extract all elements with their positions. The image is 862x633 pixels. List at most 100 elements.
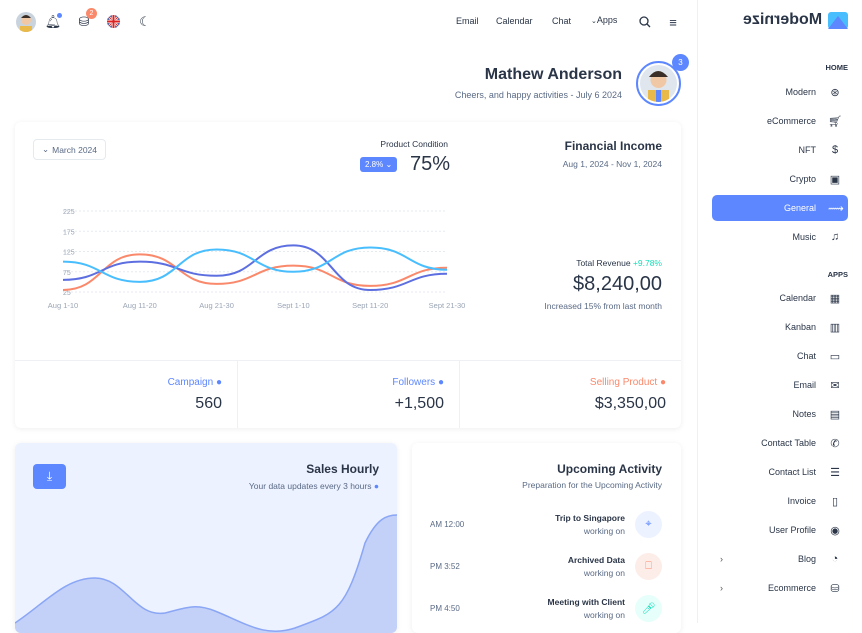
sidebar-item-kanban[interactable]: Kanban ▥ [712, 314, 848, 340]
total-revenue-text: Total Revenue [576, 258, 631, 268]
income-line-chart: 25 75 125 175 225 Aug 1-10 Aug 11-20 Aug 21-30 S… [48, 209, 465, 310]
stat-label: Campaign ● [168, 377, 222, 388]
month-select[interactable]: ⌄ March 2024 [33, 139, 107, 160]
sales-subtitle-text: Your data updates every 3 hours [248, 481, 372, 491]
sidebar-item-music[interactable]: Music ♫ [712, 224, 848, 250]
total-revenue-change: +9.78% [632, 258, 662, 268]
y-tick-label: 175 [63, 229, 75, 236]
activity-status: working on [583, 610, 625, 620]
change-pill[interactable]: 2.8% ⌄ [360, 157, 398, 172]
uk-flag-icon[interactable] [107, 15, 120, 28]
chart-donut-icon: ◔ [831, 553, 839, 565]
sidebar-item-label: Chat [796, 351, 816, 361]
message-icon: ▭ [829, 350, 841, 363]
section-home: HOME [825, 63, 849, 72]
stat-label-text: Followers [392, 377, 436, 388]
condition-value: 75% [410, 153, 451, 175]
nav-email[interactable]: Email [456, 16, 479, 26]
menu-icon[interactable]: ≡ [669, 14, 677, 30]
nav-calendar[interactable]: Calendar [496, 16, 533, 26]
basket-icon[interactable]: ⛁ 2 [76, 8, 97, 30]
sidebar: Modernize HOME APPS Modern ⊛ eCommerce 🛒︎ NF… [697, 0, 862, 623]
sidebar-item-label: Notes [792, 409, 816, 419]
sidebar-item-notes[interactable]: Notes ▤ [712, 401, 848, 427]
revenue-note: Increased 15% from last month [544, 301, 662, 311]
search-icon[interactable] [638, 14, 652, 30]
activity-item[interactable]: PM 4:50 Meeting with Client working on 🎤︎ [412, 589, 681, 629]
dollar-icon: $ [831, 144, 839, 156]
product-condition-label: Product Condition [380, 139, 448, 149]
sidebar-item-calendar[interactable]: Calendar ▦ [712, 285, 848, 311]
chevron-right-icon: › [720, 583, 723, 593]
aperture-icon: ⊛ [830, 86, 840, 99]
sidebar-item-ecommerce[interactable]: › Ecommerce ⛁ [712, 575, 848, 601]
stat-value: $3,350,00 [594, 395, 666, 412]
x-tick-label: Aug 11-20 [123, 301, 157, 310]
stat-value: +1,500 [394, 395, 444, 412]
download-button[interactable]: ⤓ [33, 464, 66, 489]
stat-campaign: Campaign ● 560 [15, 360, 237, 428]
sidebar-item-label: Modern [785, 87, 816, 97]
sidebar-item-user-profile[interactable]: User Profile ◉ [712, 517, 848, 543]
chevron-right-icon: › [720, 554, 723, 564]
dot-icon: ● [659, 377, 666, 388]
activity-item[interactable]: PM 3:52 Archived Data working on ⎕ [412, 547, 681, 587]
chevron-down-icon: ⌄ [591, 18, 597, 25]
sidebar-item-email[interactable]: Email ✉ [712, 372, 848, 398]
user-avatar[interactable] [16, 12, 36, 32]
brand-logo[interactable]: Modernize [743, 11, 848, 29]
sidebar-item-label: Email [793, 380, 816, 390]
sidebar-item-label: Calendar [779, 293, 816, 303]
sidebar-item-label: Ecommerce [767, 583, 816, 593]
sidebar-item-label: Contact List [768, 467, 816, 477]
sidebar-item-contact-list[interactable]: Contact List ☰ [712, 459, 848, 485]
list-details-icon: ☰ [830, 466, 840, 479]
activity-icon: ⟿ [828, 202, 844, 215]
chevron-down-icon: ⌄ [383, 160, 393, 169]
activity-status: working on [583, 526, 625, 536]
dot-icon: ● [373, 481, 379, 491]
sidebar-item-modern[interactable]: Modern ⊛ [712, 79, 848, 105]
sidebar-item-chat[interactable]: Chat ▭ [712, 343, 848, 369]
nav-chat[interactable]: Chat [552, 16, 572, 26]
change-pill-value: 2.8% [365, 160, 384, 169]
sidebar-item-ecommerce[interactable]: eCommerce 🛒︎ [712, 108, 848, 134]
sidebar-item-label: Crypto [789, 174, 816, 184]
sales-subtitle: Your data updates every 3 hours ● [249, 481, 379, 491]
activity-item[interactable]: AM 12:00 Trip to Singapore working on ⌖ [412, 505, 681, 545]
sidebar-item-general[interactable]: General ⟿ [712, 195, 848, 221]
stat-label: Selling Product ● [590, 377, 666, 388]
nav-apps[interactable]: ⌄Apps [591, 15, 617, 25]
activity-title: Upcoming Activity [557, 462, 662, 476]
activity-subtitle: Preparation for the Upcoming Activity [522, 480, 662, 490]
sidebar-item-label: Invoice [787, 496, 816, 506]
sidebar-item-blog[interactable]: › Blog ◔ [712, 546, 848, 572]
section-apps: APPS [827, 270, 848, 279]
sales-title: Sales Hourly [306, 462, 379, 476]
activity-time: PM 3:52 [430, 562, 460, 571]
y-tick-label: 125 [63, 250, 75, 257]
income-title: Financial Income [564, 139, 662, 153]
activity-item-title: Meeting with Client [547, 597, 625, 607]
moon-icon[interactable]: ☾ [139, 14, 151, 29]
map-pin-icon: ⌖ [635, 511, 662, 538]
playlist-icon: ♫ [830, 231, 840, 243]
sidebar-item-invoice[interactable]: Invoice ▯ [712, 488, 848, 514]
sidebar-item-crypto[interactable]: Crypto ▣ [712, 166, 848, 192]
profile-avatar[interactable] [636, 61, 681, 106]
profile-name: Mathew Anderson [484, 66, 622, 83]
file-text-icon: ▯ [831, 495, 839, 508]
sidebar-item-nft[interactable]: NFT $ [712, 137, 848, 163]
sidebar-item-contact-table[interactable]: Contact Table ✆ [712, 430, 848, 456]
total-revenue-label: Total Revenue +9.78% [576, 258, 662, 268]
x-tick-label: Sept 21-30 [429, 301, 465, 310]
download-icon: ⤓ [46, 469, 53, 483]
logo-icon [828, 11, 848, 29]
stat-label: Followers ● [392, 377, 444, 388]
income-range: Aug 1, 2024 - Nov 1, 2024 [562, 159, 662, 169]
dot-icon: ● [437, 377, 444, 388]
topbar: 🔔︎ ⛁ 2 ☾ Email Calendar Chat ⌄Apps ≡ [0, 0, 697, 43]
sales-line [15, 514, 397, 632]
bell-icon[interactable]: 🔔︎ [44, 13, 62, 29]
notification-dot [57, 13, 62, 18]
